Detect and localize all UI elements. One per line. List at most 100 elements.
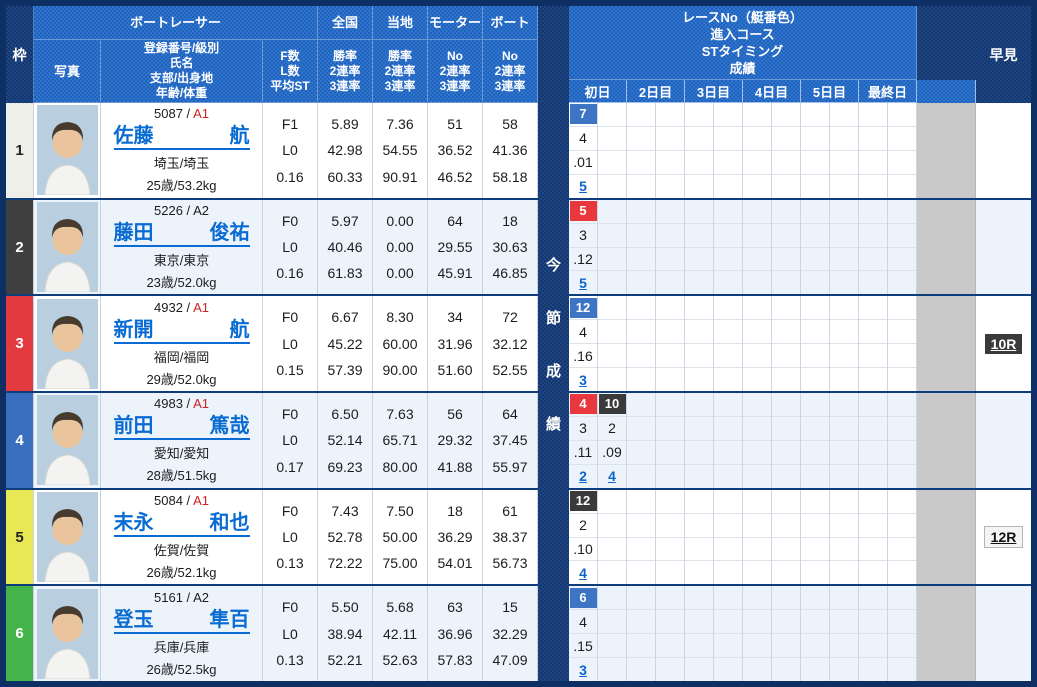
local-stats: 8.30 60.00 90.00	[373, 296, 428, 392]
quick-view-cell	[976, 393, 1031, 488]
racer-name-link[interactable]: 佐藤 航	[113, 124, 250, 151]
result-link[interactable]: 4	[579, 564, 587, 581]
result-link[interactable]: 4	[608, 468, 616, 485]
motor-stats: 18 36.29 54.01	[428, 489, 483, 585]
branch-origin: 東京/東京	[153, 253, 210, 268]
entry-course: 3	[569, 417, 597, 441]
local-stats: 0.00 0.00 0.00	[373, 199, 428, 295]
day-labels: 初日 2日目 3日目 4日目 5日目 最終日	[569, 80, 917, 103]
result-link[interactable]: 5	[579, 274, 587, 291]
photo-column-header: 写真	[34, 40, 101, 103]
racer-row: 5 5084 / A1 末永 和也 佐賀/佐賀 26歳/52.1kg F0 L0 0.13 7.4…	[6, 487, 538, 585]
quick-view-cell: 10R	[976, 296, 1031, 391]
series-results-table: レースNo（艇番色） 進入コース STタイミング 成績 初日 2日目 3日目 4…	[569, 6, 1031, 682]
racer-photo[interactable]	[34, 586, 101, 682]
national-stats: 5.89 42.98 60.33	[318, 103, 373, 198]
day-label-3: 3日目	[685, 80, 743, 103]
frame-number-badge: 4	[6, 393, 34, 488]
series-results-header: レースNo（艇番色） 進入コース STタイミング 成績 初日 2日目 3日目 4…	[569, 6, 1031, 103]
series-result-row: 7 4.01 5	[569, 103, 1031, 198]
series-title: レースNo（艇番色） 進入コース STタイミング 成績	[569, 6, 917, 80]
entry-course: 4	[569, 610, 597, 635]
age-weight: 25歳/53.2kg	[146, 178, 217, 194]
branch-origin: 兵庫/兵庫	[153, 639, 210, 655]
racer-name-link[interactable]: 前田 篤哉	[113, 414, 250, 441]
boat-stats: 72 32.12 52.55	[483, 296, 538, 392]
motor-no-header: No 2連率 3連率	[428, 40, 483, 103]
racer-row: 2 5226 / A2 藤田 俊祐 東京/東京 23歳/52.0kg F0 L0 0.16 5.9…	[6, 197, 538, 295]
racer-name-link[interactable]: 藤田 俊祐	[113, 221, 250, 247]
racer-info: 4932 / A1 新開航福岡/福岡 29歳/52.0kg	[101, 296, 263, 392]
motor-group-header: モーター	[428, 6, 483, 40]
racer-photo[interactable]	[34, 103, 101, 198]
day-label-4: 4日目	[743, 80, 801, 103]
racer-info: 4983 / A1 前田 篤哉 愛知/愛知 28歳/51.5kg	[101, 393, 263, 488]
series-result-row: 4 3.11 2 10 2.09 4	[569, 391, 1031, 488]
quick-view-badge[interactable]: 12R	[983, 526, 1024, 549]
family-name: 新開	[113, 318, 154, 341]
result-link[interactable]: 2	[579, 468, 587, 485]
class-badge: A1	[193, 396, 209, 412]
age-weight: 26歳/52.5kg	[146, 661, 217, 677]
quick-view-header: 早見	[976, 6, 1031, 103]
quick-view-cell	[976, 586, 1031, 681]
racer-photo-image	[36, 298, 98, 389]
given-name: 和也	[209, 512, 250, 535]
registration-and-class: 4983 / A1	[154, 396, 209, 411]
quick-view-cell: 12R	[976, 490, 1031, 585]
racer-table: 枠 ボートレーサー 全国 当地 モーター ボート 写真 登録番号/級別 氏名	[6, 6, 538, 682]
entry-course: 2	[569, 514, 597, 538]
day-label-1: 初日	[569, 80, 627, 103]
given-name: 隼百	[209, 608, 250, 631]
day-result-grid: 6 4.15 3	[569, 586, 917, 682]
spacer-column	[917, 586, 976, 682]
quick-view-cell	[976, 200, 1031, 295]
motor-stats: 64 29.55 45.91	[428, 199, 483, 295]
class-badge: A1	[193, 493, 209, 509]
st-timing: .15	[569, 634, 597, 659]
racer-name-link[interactable]: 新開 航	[113, 318, 250, 344]
racer-info: 5161 / A2 登玉 隼百兵庫/兵庫 26歳/52.5kg	[101, 586, 263, 682]
racer-photo[interactable]	[34, 393, 101, 488]
fl-st-stats: F0 L0 0.13	[263, 489, 318, 585]
motor-stats: 34 31.96 51.60	[428, 296, 483, 392]
age-weight: 26歳/52.1kg	[146, 565, 217, 581]
racer-row: 1 5087 / A1 佐藤航埼玉/埼玉 25歳/53.2kg F1 L0 0.16 5.89…	[6, 103, 538, 198]
fl-st-stats: F0 L0 0.15	[263, 296, 318, 392]
local-stats: 7.50 50.00 75.00	[373, 489, 428, 585]
national-stats: 7.43 52.78 72.22	[318, 489, 373, 585]
race-number-badge: 4	[569, 394, 597, 415]
branch-origin: 愛知/愛知	[153, 446, 210, 462]
day-label-final: 最終日	[859, 80, 917, 103]
day-label-2: 2日目	[627, 80, 685, 103]
racer-name-link[interactable]: 登玉 隼百	[113, 608, 250, 634]
national-stats: 5.50 38.94 52.21	[318, 586, 373, 682]
registration-and-class: 5084 / A1	[154, 493, 209, 508]
result-link[interactable]: 3	[579, 371, 587, 388]
result-link[interactable]: 3	[579, 661, 587, 678]
national-stats: 5.97 40.46 61.83	[318, 199, 373, 295]
fl-st-stats: F1 L0 0.16	[263, 103, 318, 198]
result-link[interactable]: 5	[579, 178, 587, 195]
day-result-grid: 4 3.11 2 10 2.09 4	[569, 393, 917, 488]
registration-number: 4932 /	[154, 299, 194, 315]
racer-photo[interactable]	[34, 489, 101, 585]
registration-and-class: 5161 / A2	[154, 590, 209, 605]
current-series-label: 今 節 成 績	[538, 6, 569, 681]
racer-photo[interactable]	[34, 296, 101, 392]
racer-name-link[interactable]: 末永 和也	[113, 511, 250, 538]
registration-and-class: 5226 / A2	[154, 203, 209, 218]
family-name: 前田	[113, 415, 154, 438]
age-weight: 23歳/52.0kg	[146, 275, 217, 290]
race-number-badge: 10	[598, 394, 626, 415]
registration-number: 5087 /	[154, 106, 194, 122]
fl-st-column-header: F数 L数 平均ST	[263, 40, 318, 103]
series-result-row: 5 3.12 5	[569, 197, 1031, 295]
racer-photo[interactable]	[34, 199, 101, 295]
st-timing: .01	[569, 151, 597, 175]
family-name: 佐藤	[113, 125, 154, 148]
st-timing: .12	[569, 248, 597, 272]
quick-view-badge[interactable]: 10R	[984, 333, 1023, 354]
racer-row: 4 4983 / A1 前田 篤哉 愛知/愛知 28歳/51.5kg F0 L0 0.17 6.5…	[6, 391, 538, 488]
